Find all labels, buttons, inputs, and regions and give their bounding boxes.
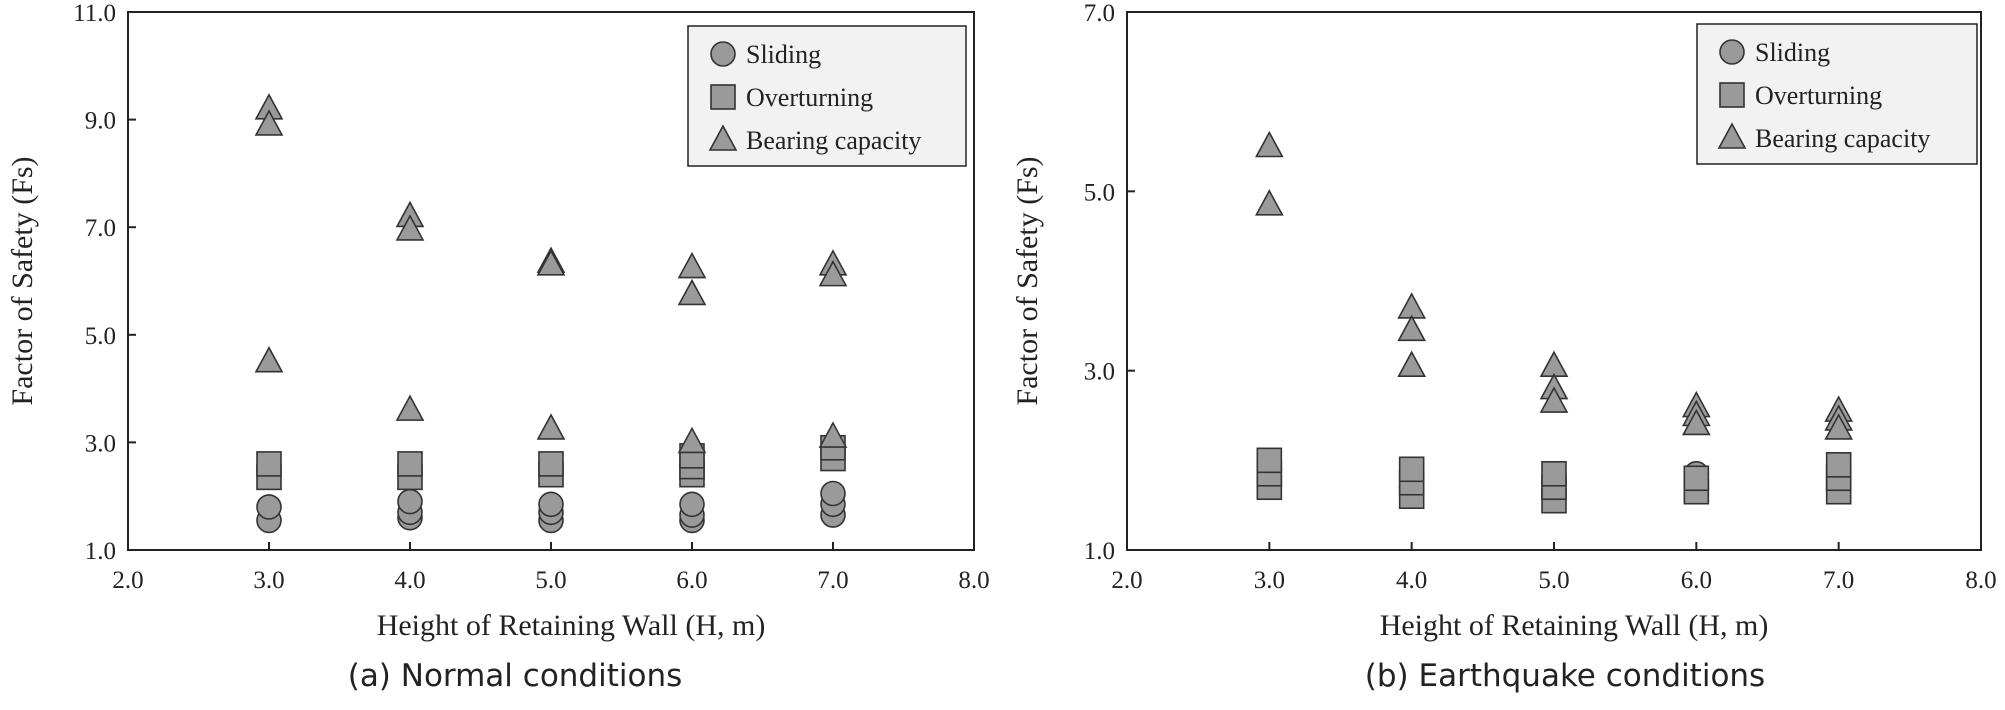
earthquake-x-tick-label-0: 2.0 [1111,567,1142,594]
earthquake-y-tick-label-3: 7.0 [1084,0,1115,27]
chart-panel-earthquake: 2.0 3.0 4.0 5.0 6.0 7.0 8.0 1.0 3.0 5.0 7.0 Height … [1005,0,2005,710]
normal-triangle-point-9 [677,251,707,279]
normal-legend-circle-point-0 [710,41,736,67]
normal-triangle-point-7 [536,249,566,276]
earthquake-y-tick-label-0: 1.0 [1084,538,1115,565]
earthquake-triangle-point-2 [1397,292,1427,319]
earthquake-x-axis-title: Height of Retaining Wall (H, m) [1380,609,1769,642]
normal-square-point-3 [397,451,423,477]
earthquake-triangle-point-5 [1539,350,1569,377]
normal-x-axis-title: Height of Retaining Wall (H, m) [377,609,766,642]
normal-y-tick-label-1: 3.0 [85,430,116,457]
earthquake-legend: Sliding Overturning Bearing capacity [1696,23,1978,165]
earthquake-y-tick-label-2: 5.0 [1084,179,1115,206]
earthquake-legend-label-2: Bearing capacity [1755,124,1930,153]
normal-x-tick-label-0: 2.0 [112,567,143,594]
normal-triangle-point-2 [254,346,284,373]
earthquake-x-tick-label-4: 6.0 [1681,567,1712,594]
normal-x-tick-label-1: 3.0 [253,567,284,594]
normal-x-tick-label-4: 6.0 [676,567,707,594]
normal-triangle-point-4 [395,214,425,241]
scatter-chart-earthquake: 2.0 3.0 4.0 5.0 6.0 7.0 8.0 1.0 3.0 5.0 7.0 Height … [1011,0,1997,642]
normal-y-tick-label-2: 5.0 [85,323,116,350]
normal-legend-label-2: Bearing capacity [746,126,921,155]
normal-circle-point-7 [538,491,564,518]
normal-triangle-point-11 [677,426,707,454]
normal-circle-point-13 [820,480,846,507]
normal-series-sliding [256,480,846,534]
normal-legend: Sliding Overturning Bearing capacity [687,25,967,167]
earthquake-x-tick-label-1: 3.0 [1254,567,1285,594]
normal-triangle-point-8 [536,413,566,440]
earthquake-triangle-point-10 [1681,408,1711,436]
earthquake-y-axis-title: Factor of Safety (Fs) [1011,156,1044,405]
normal-legend-square-point-0 [710,84,736,110]
earthquake-x-tick-label-3: 5.0 [1538,567,1569,594]
normal-x-tick-label-2: 4.0 [394,567,425,594]
normal-series-overturning [256,434,846,491]
earthquake-triangle-point-0 [1254,130,1284,158]
earthquake-series-overturning [1256,447,1852,514]
normal-x-tick-label-6: 8.0 [958,567,989,594]
earthquake-triangle-point-3 [1397,314,1427,342]
normal-circle-point-10 [679,491,705,518]
normal-circle-point-1 [256,494,282,520]
caption-earthquake: (b) Earthquake conditions [1364,658,1766,694]
earthquake-triangle-point-13 [1824,413,1854,440]
normal-circle-point-4 [397,488,423,515]
normal-y-tick-label-3: 7.0 [85,215,116,242]
normal-x-tick-label-3: 5.0 [535,567,566,594]
chart-panel-normal: 2.0 3.0 4.0 5.0 6.0 7.0 8.0 1.0 3.0 5.0 7.0 9.0 11.0… [0,0,1000,710]
earthquake-legend-square-point-0 [1719,82,1745,108]
earthquake-x-tick-label-5: 7.0 [1823,567,1854,594]
earthquake-legend-label-1: Overturning [1755,81,1882,110]
earthquake-square-point-10 [1683,465,1710,492]
earthquake-series-bearing-capacity [1254,130,1854,440]
earthquake-square-point-13 [1825,452,1852,478]
earthquake-legend-label-0: Sliding [1755,38,1830,67]
normal-y-tick-label-5: 11.0 [73,0,116,27]
earthquake-legend-circle-point-0 [1719,39,1745,65]
normal-triangle-point-14 [818,421,848,448]
normal-triangle-point-10 [677,278,707,306]
normal-series-bearing-capacity [254,93,848,454]
earthquake-triangle-point-4 [1397,350,1427,377]
normal-legend-label-1: Overturning [746,83,873,112]
earthquake-triangle-point-1 [1254,189,1284,216]
earthquake-x-tick-label-6: 8.0 [1965,567,1996,594]
normal-triangle-point-5 [395,394,425,421]
earthquake-legend-triangle-point-0 [1717,122,1747,149]
caption-normal: (a) Normal conditions [347,658,683,694]
earthquake-y-tick-label-1: 3.0 [1084,359,1115,386]
normal-y-tick-label-0: 1.0 [85,538,116,565]
normal-triangle-point-13 [818,259,848,287]
normal-legend-label-0: Sliding [746,40,821,69]
earthquake-square-point-5 [1398,456,1425,483]
scatter-chart-normal: 2.0 3.0 4.0 5.0 6.0 7.0 8.0 1.0 3.0 5.0 7.0 9.0 11.0… [6,0,990,642]
earthquake-x-tick-label-2: 4.0 [1396,567,1427,594]
earthquake-triangle-point-7 [1539,386,1569,413]
normal-triangle-point-1 [254,109,284,136]
normal-square-point-1 [256,451,282,477]
normal-y-tick-label-4: 9.0 [85,108,116,135]
normal-square-point-5 [538,451,564,477]
earthquake-square-point-2 [1256,447,1283,474]
normal-y-axis-title: Factor of Safety (Fs) [6,156,39,405]
normal-legend-triangle-point-0 [708,124,738,151]
earthquake-square-point-8 [1541,460,1567,487]
normal-x-tick-label-5: 7.0 [817,567,848,594]
